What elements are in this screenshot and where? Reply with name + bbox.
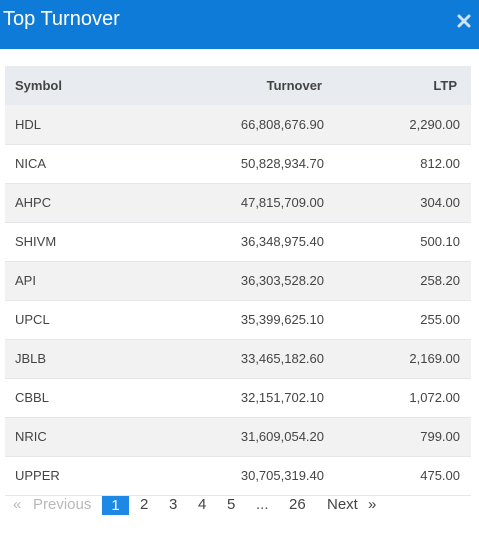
- ltp-cell: 1,072.00: [409, 390, 460, 405]
- ltp-cell: 304.00: [420, 195, 460, 210]
- table-row[interactable]: NICA 50,828,934.70 812.00: [5, 144, 471, 183]
- turnover-cell: 30,705,319.40: [240, 468, 324, 483]
- page-button-4[interactable]: 4: [198, 496, 207, 513]
- table-row[interactable]: UPPER 30,705,319.40 475.00: [5, 456, 471, 495]
- ltp-cell: 2,290.00: [409, 116, 460, 132]
- close-button[interactable]: [453, 10, 475, 32]
- symbol-cell: AHPC: [15, 195, 52, 210]
- table-row[interactable]: UPCL 35,399,625.10 255.00: [5, 300, 471, 339]
- modal-title: Top Turnover: [3, 8, 120, 30]
- turnover-cell: 36,348,975.40: [240, 234, 324, 249]
- symbol-cell: JBLB: [15, 351, 47, 366]
- ltp-cell: 2,169.00: [409, 351, 460, 366]
- table-header-row: Symbol Turnover LTP: [5, 66, 471, 105]
- column-header-symbol[interactable]: Symbol: [15, 78, 62, 93]
- table-row[interactable]: AHPC 47,815,709.00 304.00: [5, 183, 471, 222]
- symbol-cell: CBBL: [15, 390, 49, 405]
- pagination: « Previous 1 2 3 4 5 ... 26 Next »: [0, 494, 479, 518]
- previous-button: Previous: [33, 496, 92, 513]
- page-button-5[interactable]: 5: [227, 496, 236, 513]
- page-button-2[interactable]: 2: [140, 496, 149, 513]
- symbol-cell: NICA: [15, 156, 47, 171]
- turnover-table: Symbol Turnover LTP HDL 66,808,676.90 2,29…: [5, 66, 471, 496]
- turnover-cell: 47,815,709.00: [240, 195, 324, 210]
- page-button-last[interactable]: 26: [289, 496, 306, 513]
- ltp-cell: 799.00: [420, 429, 460, 444]
- turnover-cell: 35,399,625.10: [240, 312, 324, 327]
- pagination-ellipsis: ...: [256, 496, 269, 513]
- table-row[interactable]: SHIVM 36,348,975.40 500.10: [5, 222, 471, 261]
- symbol-cell: HDL: [15, 116, 42, 132]
- modal-header: Top Turnover: [0, 0, 479, 49]
- ltp-cell: 475.00: [420, 468, 460, 483]
- table-row[interactable]: JBLB 33,465,182.60 2,169.00: [5, 339, 471, 378]
- table-row[interactable]: CBBL 32,151,702.10 1,072.00: [5, 378, 471, 417]
- symbol-cell: UPPER: [15, 468, 60, 483]
- ltp-cell: 255.00: [420, 312, 460, 327]
- last-page-arrow[interactable]: »: [368, 496, 377, 513]
- ltp-cell: 258.20: [420, 273, 460, 288]
- first-page-arrow: «: [13, 496, 22, 513]
- symbol-cell: API: [15, 273, 36, 288]
- column-header-turnover[interactable]: Turnover: [266, 78, 322, 93]
- table-row[interactable]: HDL 66,808,676.90 2,290.00: [5, 105, 471, 144]
- table-row[interactable]: API 36,303,528.20 258.20: [5, 261, 471, 300]
- symbol-cell: UPCL: [15, 312, 50, 327]
- close-icon: [457, 14, 471, 28]
- ltp-cell: 500.10: [420, 234, 460, 249]
- column-header-ltp[interactable]: LTP: [433, 78, 457, 93]
- page-button-1[interactable]: 1: [102, 496, 129, 515]
- table-body: HDL 66,808,676.90 2,290.00 NICA 50,828,934.7…: [5, 105, 471, 495]
- page-button-3[interactable]: 3: [169, 496, 178, 513]
- turnover-cell: 31,609,054.20: [240, 429, 324, 444]
- turnover-cell: 66,808,676.90: [240, 116, 324, 132]
- next-button[interactable]: Next: [327, 496, 358, 513]
- symbol-cell: SHIVM: [15, 234, 57, 249]
- ltp-cell: 812.00: [420, 156, 460, 171]
- symbol-cell: NRIC: [15, 429, 47, 444]
- turnover-cell: 33,465,182.60: [240, 351, 324, 366]
- turnover-cell: 32,151,702.10: [240, 390, 324, 405]
- turnover-cell: 50,828,934.70: [240, 156, 324, 171]
- table-row[interactable]: NRIC 31,609,054.20 799.00: [5, 417, 471, 456]
- turnover-cell: 36,303,528.20: [240, 273, 324, 288]
